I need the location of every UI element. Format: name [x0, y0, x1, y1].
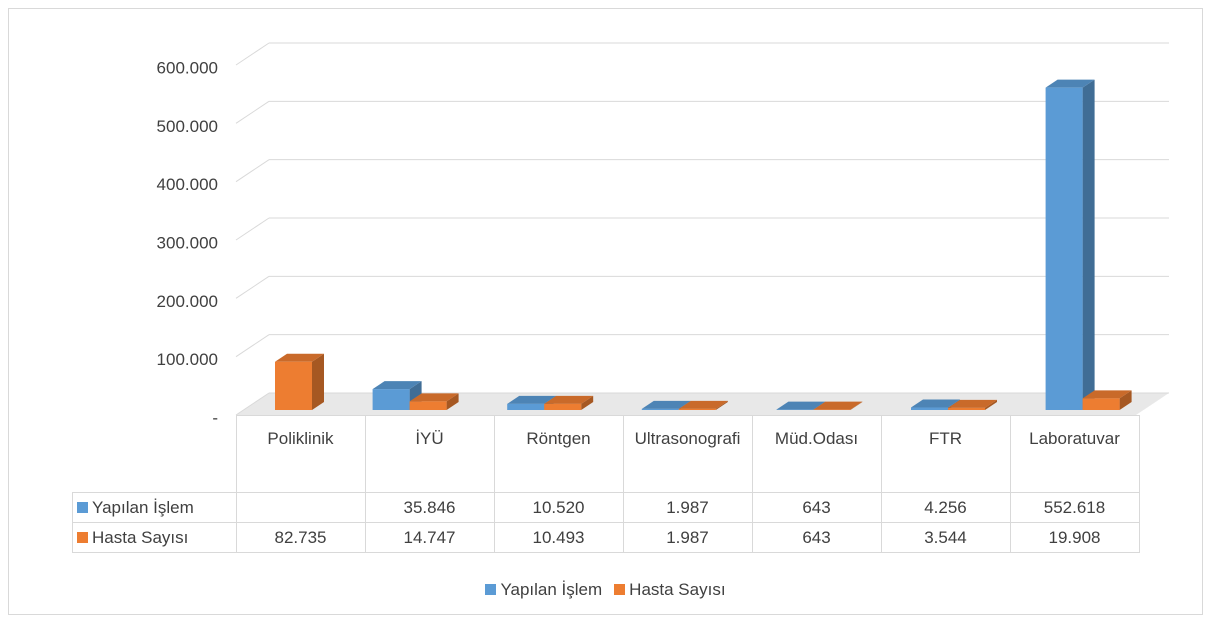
bar-top: [678, 400, 728, 409]
table-value: [235, 492, 366, 523]
legend-swatch: [485, 584, 497, 595]
grid-line: [235, 217, 270, 241]
bar-side: [1119, 390, 1132, 410]
bar-top: [544, 395, 594, 404]
table-value: 19.908: [1009, 522, 1140, 553]
bar-top: [813, 401, 863, 410]
bar-top: [948, 399, 997, 408]
bar-top: [911, 399, 960, 408]
table-row: Hasta Sayısı 82.735 14.747 10.493 1.987 643 3.…: [72, 522, 1140, 553]
bar-front: [641, 408, 679, 410]
legend-item: Yapılan İşlem: [485, 580, 602, 599]
bar-side: [715, 400, 728, 410]
bar-top: [776, 401, 826, 410]
table-header-row: Poliklinik İYÜ Röntgen Ultrasonografi Müd.Od…: [72, 415, 1140, 493]
bar-front: [1045, 87, 1083, 411]
legend-swatch: [614, 584, 626, 595]
grid-line: [235, 275, 270, 299]
grid-line: [235, 159, 270, 183]
legend-swatch: [77, 531, 88, 543]
grid-line: [235, 392, 270, 416]
table-value: 643: [751, 492, 882, 523]
table-value: 10.520: [493, 492, 624, 523]
y-tick-label: 100.000: [157, 350, 218, 369]
bar: [409, 393, 459, 410]
bar-front: [1082, 398, 1120, 410]
table-value: 82.735: [235, 522, 366, 553]
series-cell: Hasta Sayısı: [72, 522, 237, 553]
bar: [678, 400, 728, 410]
bar-top: [507, 395, 557, 404]
y-tick-label: 600.000: [157, 58, 218, 77]
table-value: 14.747: [364, 522, 495, 553]
table-corner: [72, 415, 237, 493]
category-label: Poliklinik: [235, 415, 366, 493]
bar: [544, 395, 594, 410]
bar-top: [641, 400, 691, 409]
category-label: Müd.Odası: [751, 415, 882, 493]
series-name: Yapılan İşlem: [92, 497, 194, 517]
data-table: Poliklinik İYÜ Röntgen Ultrasonografi Müd.Od…: [72, 415, 1140, 553]
table-value: 35.846: [364, 492, 495, 523]
legend-label: Yapılan İşlem: [500, 580, 603, 599]
y-tick-label: 200.000: [157, 292, 218, 311]
bar-top: [409, 393, 459, 402]
bar-side: [312, 353, 324, 410]
series-cell: Yapılan İşlem: [72, 492, 237, 523]
bar-front: [948, 407, 985, 410]
bar-side: [446, 393, 459, 410]
legend-swatch: [77, 501, 88, 513]
category-label: Laboratuvar: [1009, 415, 1140, 493]
legend: Yapılan İşlem Hasta Sayısı: [0, 580, 1211, 600]
table-value: 4.256: [880, 492, 1011, 523]
bar: [1045, 79, 1095, 411]
table-row: Yapılan İşlem 35.846 10.520 1.987 643 4.256 55…: [72, 492, 1140, 523]
bar-top: [275, 353, 324, 362]
bar-side: [581, 395, 594, 410]
table-value: 10.493: [493, 522, 624, 553]
category-label: FTR: [880, 415, 1011, 493]
bar: [948, 399, 997, 410]
bar-front: [372, 389, 410, 410]
table-value: 1.987: [622, 522, 753, 553]
bar-top: [1082, 390, 1132, 399]
category-label: Ultrasonografi: [622, 415, 753, 493]
y-tick-label: 400.000: [157, 175, 218, 194]
legend-label: Hasta Sayısı: [629, 580, 726, 599]
table-value: 1.987: [622, 492, 753, 523]
category-label: İYÜ: [364, 415, 495, 493]
series-name: Hasta Sayısı: [92, 527, 189, 547]
table-value: 3.544: [880, 522, 1011, 553]
bar-top: [372, 381, 422, 390]
chart-border: [8, 8, 1203, 615]
bar-front: [911, 407, 948, 410]
y-tick-label: 500.000: [157, 117, 218, 136]
bar-front: [678, 408, 716, 410]
grid-line: [235, 42, 270, 66]
legend-item: Hasta Sayısı: [614, 580, 726, 599]
bar-front: [544, 403, 582, 410]
bar-front: [409, 401, 447, 410]
bar-side: [985, 399, 997, 410]
bar-side: [850, 401, 863, 410]
grid-line: [235, 334, 270, 358]
y-tick-label: 300.000: [157, 233, 218, 252]
bar-front: [275, 361, 312, 410]
bar-side: [1082, 79, 1095, 411]
grid-line: [235, 100, 270, 124]
bar-front: [507, 403, 545, 410]
table-value: 552.618: [1009, 492, 1140, 523]
table-value: 643: [751, 522, 882, 553]
bar: [275, 353, 324, 410]
bar-top: [1045, 79, 1095, 88]
category-label: Röntgen: [493, 415, 624, 493]
bar: [1082, 390, 1132, 410]
bar: [813, 401, 863, 410]
